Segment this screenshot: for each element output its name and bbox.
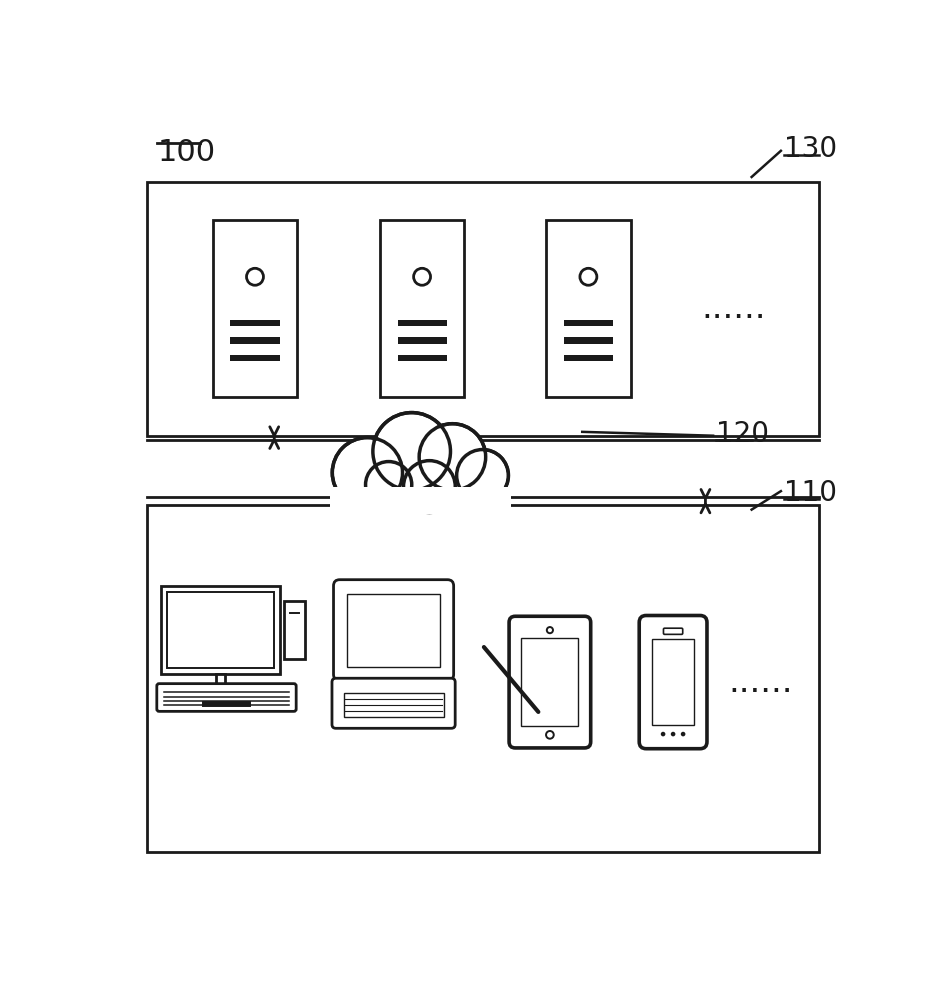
Bar <box>147 505 819 852</box>
Text: 120: 120 <box>717 420 769 448</box>
Text: ......: ...... <box>702 292 766 325</box>
Circle shape <box>375 415 448 487</box>
Text: ......: ...... <box>729 666 793 699</box>
Bar <box>216 674 225 688</box>
Bar <box>147 182 819 436</box>
Text: 100: 100 <box>157 138 215 167</box>
Circle shape <box>458 451 506 499</box>
Bar <box>564 355 613 361</box>
Bar <box>167 592 273 668</box>
Text: 110: 110 <box>784 479 837 507</box>
Bar <box>546 220 631 397</box>
Bar <box>284 601 306 659</box>
Bar <box>521 638 578 726</box>
FancyBboxPatch shape <box>332 678 455 728</box>
Circle shape <box>681 732 686 736</box>
Bar <box>230 337 279 344</box>
Bar <box>230 320 279 326</box>
Text: 130: 130 <box>784 135 837 163</box>
Bar <box>204 702 250 706</box>
Circle shape <box>405 462 454 511</box>
Bar <box>398 337 447 344</box>
Bar <box>212 220 297 397</box>
Bar <box>653 639 694 725</box>
Bar <box>380 220 464 397</box>
Bar <box>398 355 447 361</box>
Circle shape <box>456 450 508 501</box>
FancyBboxPatch shape <box>664 628 683 634</box>
Circle shape <box>670 732 675 736</box>
FancyBboxPatch shape <box>509 616 590 748</box>
Bar <box>564 337 613 344</box>
Bar <box>199 688 241 694</box>
Bar <box>564 320 613 326</box>
Bar <box>398 320 447 326</box>
Circle shape <box>422 426 484 488</box>
Bar <box>330 487 511 514</box>
Circle shape <box>335 440 400 505</box>
FancyBboxPatch shape <box>334 580 454 681</box>
Circle shape <box>332 438 403 508</box>
Circle shape <box>366 462 412 508</box>
Circle shape <box>419 424 486 490</box>
Circle shape <box>661 732 666 736</box>
Circle shape <box>367 463 410 506</box>
Bar <box>230 355 279 361</box>
FancyBboxPatch shape <box>157 684 296 711</box>
Bar <box>343 693 443 717</box>
Circle shape <box>404 461 455 512</box>
Bar <box>160 586 280 674</box>
Bar <box>347 594 439 667</box>
FancyBboxPatch shape <box>639 615 707 749</box>
Circle shape <box>372 413 451 490</box>
